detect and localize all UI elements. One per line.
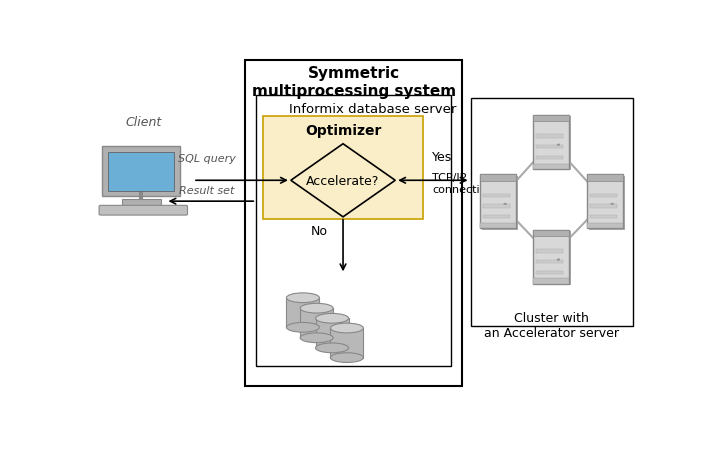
FancyBboxPatch shape	[480, 175, 516, 181]
Text: Informix database server: Informix database server	[289, 103, 457, 116]
FancyBboxPatch shape	[99, 206, 187, 216]
Ellipse shape	[316, 314, 349, 323]
FancyBboxPatch shape	[533, 116, 569, 122]
FancyBboxPatch shape	[480, 223, 516, 229]
Text: Accelerate?: Accelerate?	[306, 175, 380, 187]
FancyBboxPatch shape	[102, 147, 180, 196]
Ellipse shape	[286, 323, 319, 332]
FancyBboxPatch shape	[483, 194, 510, 198]
Ellipse shape	[316, 343, 349, 353]
Text: Client: Client	[125, 116, 162, 129]
Text: SQL query: SQL query	[178, 153, 235, 163]
FancyBboxPatch shape	[300, 308, 333, 338]
FancyBboxPatch shape	[286, 298, 319, 327]
FancyBboxPatch shape	[533, 230, 569, 284]
Text: Optimizer: Optimizer	[305, 124, 381, 138]
Ellipse shape	[557, 145, 560, 146]
Ellipse shape	[300, 333, 333, 343]
FancyBboxPatch shape	[245, 61, 462, 386]
Ellipse shape	[503, 203, 506, 205]
FancyBboxPatch shape	[536, 135, 563, 138]
FancyBboxPatch shape	[533, 279, 569, 284]
FancyBboxPatch shape	[533, 116, 569, 170]
FancyBboxPatch shape	[535, 232, 571, 285]
FancyBboxPatch shape	[108, 152, 174, 191]
Text: TCP/IP
connection: TCP/IP connection	[432, 173, 493, 194]
FancyBboxPatch shape	[590, 205, 617, 208]
FancyBboxPatch shape	[533, 164, 569, 170]
FancyBboxPatch shape	[471, 99, 632, 327]
Text: Yes: Yes	[432, 151, 452, 164]
Ellipse shape	[286, 293, 319, 303]
FancyBboxPatch shape	[480, 175, 516, 229]
Ellipse shape	[330, 323, 363, 333]
FancyBboxPatch shape	[536, 156, 563, 160]
FancyBboxPatch shape	[536, 250, 563, 253]
FancyBboxPatch shape	[330, 328, 363, 358]
FancyBboxPatch shape	[482, 176, 518, 230]
FancyBboxPatch shape	[536, 261, 563, 264]
Ellipse shape	[330, 353, 363, 363]
FancyBboxPatch shape	[122, 199, 161, 207]
FancyBboxPatch shape	[256, 96, 451, 367]
FancyBboxPatch shape	[589, 176, 625, 230]
Ellipse shape	[300, 304, 333, 313]
FancyBboxPatch shape	[536, 146, 563, 149]
Text: Result set: Result set	[179, 186, 235, 196]
Text: Cluster with
an Accelerator server: Cluster with an Accelerator server	[484, 311, 619, 339]
FancyBboxPatch shape	[587, 175, 623, 181]
FancyBboxPatch shape	[590, 194, 617, 198]
FancyBboxPatch shape	[263, 117, 423, 219]
FancyBboxPatch shape	[316, 318, 349, 348]
FancyBboxPatch shape	[535, 117, 571, 171]
FancyBboxPatch shape	[587, 175, 623, 229]
FancyBboxPatch shape	[483, 216, 510, 219]
Text: Symmetric
multiprocessing system: Symmetric multiprocessing system	[252, 66, 456, 99]
Text: No: No	[311, 224, 328, 237]
FancyBboxPatch shape	[483, 205, 510, 208]
Ellipse shape	[557, 259, 560, 261]
FancyBboxPatch shape	[533, 230, 569, 237]
FancyBboxPatch shape	[590, 216, 617, 219]
FancyBboxPatch shape	[587, 223, 623, 229]
Ellipse shape	[611, 203, 614, 205]
Polygon shape	[291, 144, 395, 217]
FancyBboxPatch shape	[536, 271, 563, 275]
